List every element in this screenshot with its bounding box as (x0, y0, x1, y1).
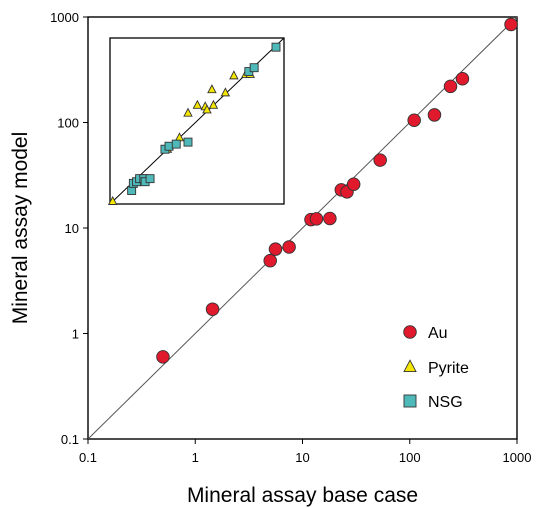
legend: Au Pyrite NSG (403, 325, 469, 411)
legend-marker (403, 325, 417, 339)
series-au (156, 17, 518, 364)
data-point (156, 350, 170, 364)
data-point (427, 108, 442, 122)
x-axis-title: Mineral assay base case (187, 484, 418, 507)
inset-data-point (207, 84, 217, 94)
inset-data-point (249, 63, 259, 73)
data-point (205, 302, 220, 316)
x-tick-label: 0.1 (79, 450, 97, 465)
y-tick-label: 100 (57, 116, 79, 131)
x-tick-label: 10 (295, 450, 309, 465)
legend-label: Au (428, 325, 448, 342)
inset-data-point (183, 107, 193, 117)
inset-data-point (208, 99, 219, 109)
data-point (443, 79, 458, 94)
inset-data-point (220, 87, 231, 97)
inset-data-point (202, 104, 212, 114)
inset-series-nsg (127, 42, 281, 195)
inset-data-point (192, 99, 203, 109)
inset-data-point (229, 70, 239, 80)
data-point (504, 17, 518, 32)
data-point (373, 153, 387, 167)
legend-item-au: Au (403, 325, 448, 342)
legend-item-nsg: NSG (403, 394, 463, 411)
x-axis-ticks: 0.1 1 10 100 1000 (79, 439, 532, 465)
y-tick-label: 0.1 (61, 432, 79, 447)
data-point (309, 212, 324, 226)
inset-data-point (271, 42, 281, 52)
data-point (346, 177, 361, 191)
inset-data-point (171, 139, 181, 149)
legend-label: Pyrite (428, 360, 469, 377)
y-axis-ticks: 0.1 1 10 100 1000 (50, 10, 88, 447)
inset-data-point (183, 137, 193, 147)
legend-marker (403, 359, 417, 373)
x-tick-label: 1 (192, 450, 199, 465)
y-tick-label: 10 (65, 221, 79, 236)
data-point (268, 242, 283, 256)
legend-marker (403, 394, 417, 408)
y-tick-label: 1000 (50, 10, 79, 25)
data-point (282, 240, 296, 254)
data-point (263, 253, 277, 268)
inset-data-point (145, 174, 155, 184)
y-tick-label: 1 (72, 327, 79, 342)
data-point (455, 71, 470, 86)
data-point (407, 113, 421, 128)
y-axis-title: Mineral assay model (9, 132, 32, 325)
legend-item-pyrite: Pyrite (403, 359, 469, 377)
x-tick-label: 100 (399, 450, 421, 465)
inset-chart (107, 37, 285, 205)
data-point (323, 211, 337, 226)
legend-label: NSG (428, 394, 463, 411)
x-tick-label: 1000 (503, 450, 532, 465)
inset-data-point (107, 195, 118, 205)
